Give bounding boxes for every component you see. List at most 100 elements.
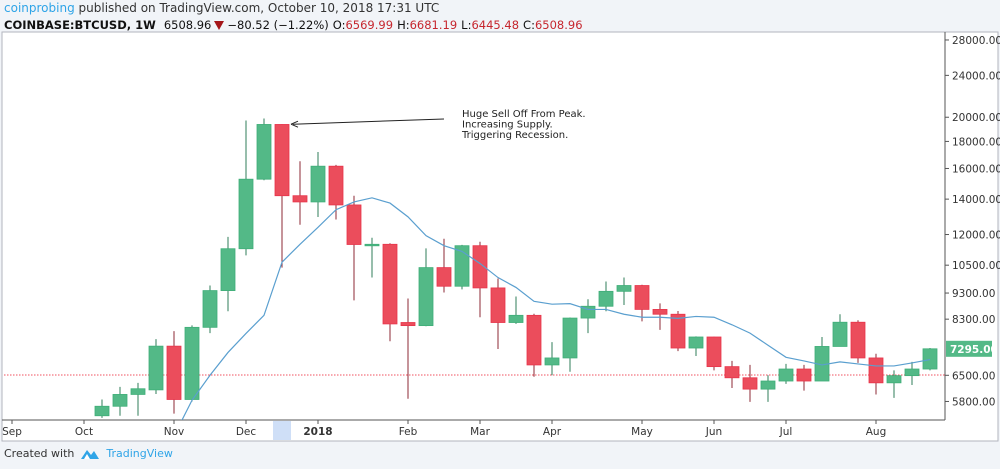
- candle-body-down: [274, 124, 290, 197]
- price-tick-label: 18000.00: [952, 136, 1000, 148]
- candle-body-up: [418, 267, 434, 327]
- price-tick-label: 14000.00: [952, 194, 1000, 206]
- price-tick-label: 16000.00: [952, 163, 1000, 175]
- candle: [742, 364, 758, 402]
- annotation-text-line: Increasing Supply.: [462, 120, 553, 131]
- symbol-label: COINBASE:BTCUSD, 1W: [4, 18, 156, 32]
- candle-body-down: [706, 336, 722, 368]
- candle: [724, 360, 740, 389]
- time-tick-label: Jun: [705, 426, 722, 438]
- candle-body-up: [202, 290, 218, 328]
- price-change: −80.52 (−1.22%): [227, 18, 329, 32]
- candle: [850, 320, 866, 363]
- candle-body-up: [580, 305, 596, 319]
- candle-body-up: [508, 314, 524, 323]
- candle: [616, 277, 632, 305]
- candle-body-up: [148, 345, 164, 391]
- candle: [886, 370, 902, 398]
- time-tick-label: Jul: [779, 426, 793, 438]
- author-link[interactable]: coinprobing: [4, 1, 75, 15]
- candle-body-up: [598, 290, 614, 307]
- candle-body-up: [256, 124, 272, 180]
- candle-body-down: [670, 313, 686, 349]
- candle: [238, 120, 254, 256]
- candle-body-down: [382, 243, 398, 325]
- candle: [562, 317, 578, 372]
- price-tick-label: 28000.00: [952, 35, 1000, 47]
- candle: [526, 313, 542, 377]
- candle-body-down: [436, 267, 452, 287]
- arrow-head-icon: [290, 120, 299, 128]
- candle-body-up: [562, 317, 578, 359]
- footer: Created with TradingView: [4, 447, 173, 460]
- candle-body-down: [868, 357, 884, 384]
- candle: [220, 236, 236, 312]
- symbol-info: COINBASE:BTCUSD, 1W 6508.96 −80.52 (−1.22…: [4, 18, 583, 32]
- candle: [634, 284, 650, 322]
- annotation-text-line: Triggering Recession.: [461, 130, 568, 141]
- time-tick-label: 2018: [303, 426, 332, 438]
- moving-average-line: [181, 197, 931, 420]
- down-triangle-icon: [214, 21, 225, 30]
- candle: [346, 195, 362, 301]
- candle: [112, 386, 128, 416]
- time-tick-label: Oct: [75, 426, 93, 438]
- candle: [688, 336, 704, 356]
- candle-body-up: [364, 243, 380, 247]
- time-tick-label: Mar: [470, 426, 490, 438]
- candle-body-up: [454, 245, 470, 287]
- candle: [760, 375, 776, 402]
- candle-body-down: [490, 287, 506, 323]
- candle-body-up: [832, 321, 848, 347]
- time-axis-highlight: [273, 421, 291, 440]
- publish-info: coinprobing published on TradingView.com…: [4, 1, 439, 15]
- candle-body-up: [112, 394, 128, 407]
- price-tick-label: 5800.00: [952, 396, 995, 408]
- published-text: published on TradingView.com, October 10…: [78, 1, 440, 15]
- candle: [184, 325, 200, 402]
- time-tick-label: Sep: [2, 426, 22, 438]
- time-tick-label: Nov: [164, 426, 185, 438]
- candle: [130, 382, 146, 416]
- candle: [94, 399, 110, 418]
- candle-body-up: [220, 248, 236, 291]
- candle: [598, 281, 614, 312]
- open-value: 6569.99: [345, 18, 394, 32]
- high-value: 6681.19: [409, 18, 458, 32]
- candle-body-up: [886, 375, 902, 384]
- time-tick-label: Apr: [543, 426, 562, 438]
- candle: [544, 342, 560, 376]
- candle-body-up: [904, 368, 920, 377]
- candle: [472, 241, 488, 318]
- candle-body-up: [688, 336, 704, 349]
- price-tick-label: 8300.00: [952, 314, 995, 326]
- annotation-arrow-line: [292, 118, 445, 125]
- candle: [382, 243, 398, 342]
- candle-body-up: [922, 348, 938, 370]
- close-label: C:: [523, 18, 535, 32]
- candle: [418, 248, 434, 327]
- candle-body-down: [742, 377, 758, 390]
- candle: [148, 339, 164, 395]
- candle: [868, 353, 884, 395]
- candle: [310, 151, 326, 218]
- candle: [670, 311, 686, 352]
- candle-body-up: [778, 368, 794, 382]
- candle-body-up: [616, 285, 632, 292]
- candle-body-up: [94, 405, 110, 417]
- last-price-label: 7295.00: [950, 344, 998, 356]
- tradingview-link[interactable]: TradingView: [106, 447, 173, 460]
- candle: [436, 238, 452, 293]
- candle-body-down: [472, 245, 488, 289]
- time-tick-label: Dec: [236, 426, 257, 438]
- close-value: 6508.96: [534, 18, 583, 32]
- high-label: H:: [397, 18, 410, 32]
- candle-body-down: [526, 314, 542, 366]
- candle: [400, 298, 416, 399]
- candle-body-up: [238, 178, 254, 250]
- candle-body-down: [292, 195, 308, 203]
- price-tick-label: 9300.00: [952, 288, 995, 300]
- candle: [922, 348, 938, 371]
- candle: [796, 364, 812, 391]
